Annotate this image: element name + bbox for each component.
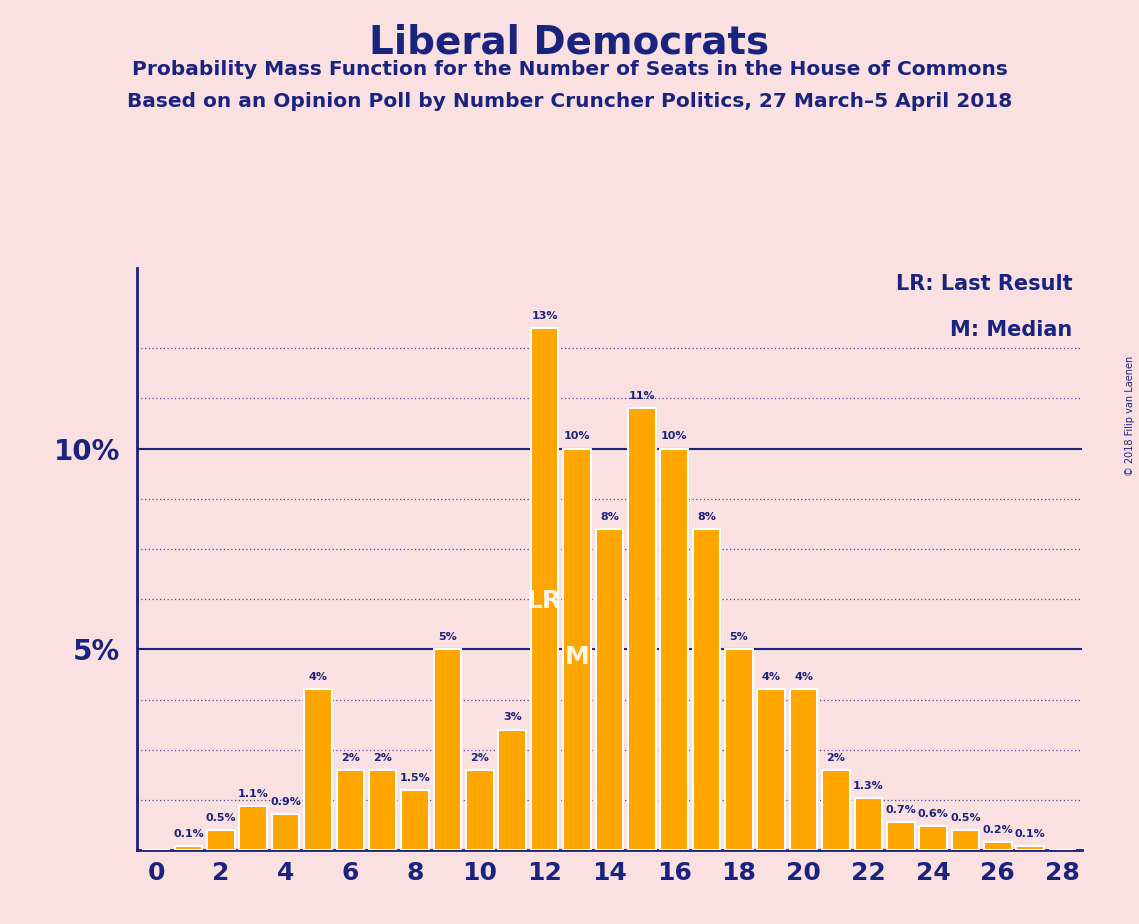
- Text: 10%: 10%: [661, 432, 687, 442]
- Bar: [369, 770, 396, 850]
- Text: 2%: 2%: [470, 752, 490, 762]
- Bar: [499, 730, 526, 850]
- Text: 8%: 8%: [600, 512, 618, 522]
- Text: 10%: 10%: [564, 432, 590, 442]
- Bar: [596, 529, 623, 850]
- Bar: [563, 449, 591, 850]
- Bar: [661, 449, 688, 850]
- Bar: [919, 826, 947, 850]
- Text: M: M: [565, 645, 589, 669]
- Bar: [466, 770, 493, 850]
- Text: 4%: 4%: [794, 673, 813, 682]
- Text: Liberal Democrats: Liberal Democrats: [369, 23, 770, 61]
- Bar: [272, 814, 300, 850]
- Text: M: Median: M: Median: [950, 321, 1073, 340]
- Text: 0.2%: 0.2%: [983, 825, 1014, 834]
- Text: 0.1%: 0.1%: [173, 829, 204, 839]
- Bar: [628, 408, 656, 850]
- Text: 0.7%: 0.7%: [885, 805, 916, 815]
- Bar: [531, 328, 558, 850]
- Bar: [401, 790, 429, 850]
- Bar: [984, 842, 1011, 850]
- Bar: [952, 830, 980, 850]
- Bar: [174, 846, 203, 850]
- Text: 0.6%: 0.6%: [918, 808, 949, 819]
- Text: 3%: 3%: [502, 712, 522, 723]
- Text: 2%: 2%: [827, 752, 845, 762]
- Text: Based on an Opinion Poll by Number Cruncher Politics, 27 March–5 April 2018: Based on an Opinion Poll by Number Crunc…: [126, 92, 1013, 112]
- Text: 1.5%: 1.5%: [400, 772, 431, 783]
- Bar: [726, 650, 753, 850]
- Text: 0.5%: 0.5%: [950, 813, 981, 822]
- Bar: [693, 529, 720, 850]
- Text: 2%: 2%: [374, 752, 392, 762]
- Text: Probability Mass Function for the Number of Seats in the House of Commons: Probability Mass Function for the Number…: [132, 60, 1007, 79]
- Bar: [434, 650, 461, 850]
- Bar: [337, 770, 364, 850]
- Text: 11%: 11%: [629, 391, 655, 401]
- Text: 4%: 4%: [762, 673, 780, 682]
- Bar: [207, 830, 235, 850]
- Bar: [854, 798, 882, 850]
- Text: 1.3%: 1.3%: [853, 781, 884, 791]
- Text: © 2018 Filip van Laenen: © 2018 Filip van Laenen: [1125, 356, 1134, 476]
- Text: 1.1%: 1.1%: [238, 789, 269, 798]
- Bar: [757, 689, 785, 850]
- Bar: [789, 689, 818, 850]
- Bar: [822, 770, 850, 850]
- Text: 5%: 5%: [729, 632, 748, 642]
- Text: 0.5%: 0.5%: [205, 813, 236, 822]
- Bar: [239, 806, 267, 850]
- Bar: [304, 689, 331, 850]
- Text: 0.1%: 0.1%: [1015, 829, 1046, 839]
- Text: LR: LR: [527, 590, 563, 614]
- Bar: [1016, 846, 1044, 850]
- Text: 0.9%: 0.9%: [270, 796, 301, 807]
- Text: 4%: 4%: [309, 673, 328, 682]
- Bar: [887, 822, 915, 850]
- Text: 13%: 13%: [532, 311, 558, 321]
- Text: 2%: 2%: [341, 752, 360, 762]
- Text: 8%: 8%: [697, 512, 716, 522]
- Text: 5%: 5%: [439, 632, 457, 642]
- Text: LR: Last Result: LR: Last Result: [896, 274, 1073, 294]
